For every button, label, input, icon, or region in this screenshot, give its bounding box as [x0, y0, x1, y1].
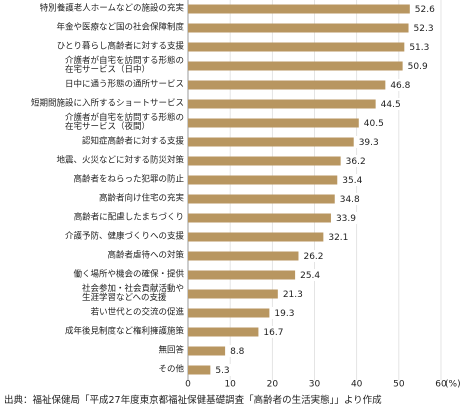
value-label: 35.4	[342, 176, 362, 186]
value-label: 39.3	[359, 138, 379, 148]
value-label-box	[410, 22, 435, 34]
value-label-box	[377, 98, 402, 110]
bar	[188, 42, 405, 52]
bar	[188, 175, 338, 185]
bar	[188, 251, 299, 261]
bar	[188, 80, 386, 90]
value-label: 26.2	[303, 252, 323, 262]
y-tick-label: 高齢者虐待への対策	[107, 250, 184, 261]
value-label: 52.3	[414, 24, 434, 34]
value-label: 46.8	[390, 81, 410, 91]
bar	[188, 4, 410, 14]
value-label: 33.9	[336, 214, 356, 224]
value-label: 25.4	[300, 271, 320, 281]
y-tick-label: 高齢者向け住宅の充実	[98, 193, 184, 204]
value-label-box	[212, 364, 237, 376]
x-tick-label: 10	[224, 380, 236, 390]
bar	[188, 213, 331, 223]
x-tick-label: 20	[267, 380, 279, 390]
value-label: 52.6	[415, 5, 435, 15]
y-tick-label: 若い世代との交流の促進	[90, 307, 184, 318]
value-label-box	[332, 212, 357, 224]
y-tick-label: 介護予防、健康づくりへの支援	[64, 231, 184, 242]
value-label-box	[355, 136, 380, 148]
bar	[188, 308, 270, 318]
x-tick-label: 0	[185, 380, 191, 390]
value-label: 36.2	[346, 157, 366, 167]
bar	[188, 118, 359, 128]
y-tick-label: 介護者が自宅を訪問する形態の 在宅サービス（夜間）	[64, 113, 184, 132]
value-label-box	[404, 60, 429, 72]
x-tick-label: 30	[309, 380, 321, 390]
value-label-box	[342, 155, 367, 167]
y-tick-label: 年金や医療など国の社会保障制度	[56, 22, 184, 33]
x-tick-label: 50	[393, 380, 405, 390]
y-tick-label: 介護者が自宅を訪問する形態の 在宅サービス（日中）	[64, 56, 184, 75]
x-tick-label: 40	[351, 380, 363, 390]
value-label: 8.8	[230, 347, 245, 357]
value-label: 19.3	[274, 309, 294, 319]
x-tick-label: 60	[435, 380, 447, 390]
bar	[188, 137, 354, 147]
bar	[188, 289, 278, 299]
value-label-box	[360, 117, 385, 129]
y-tick-label: 成年後見制度など権利擁護施策	[64, 326, 184, 337]
bar	[188, 61, 403, 71]
y-tick-label: 認知症高齢者に対する支援	[81, 136, 184, 147]
value-label-box	[260, 326, 285, 338]
y-tick-label: 働く場所や機会の確保・提供	[73, 269, 184, 280]
value-label: 34.8	[340, 195, 360, 205]
value-label: 32.1	[328, 233, 348, 243]
value-label-box	[227, 345, 252, 357]
source: 出典：福祉保健局「平成27年度東京都福祉保健基礎調査「高齢者の生活実態」」より作…	[4, 395, 382, 406]
y-tick-label: ひとり暮らし高齢者に対する支援	[56, 41, 184, 52]
bar	[188, 156, 341, 166]
bar	[188, 346, 226, 356]
bar	[188, 232, 324, 242]
value-label-box	[271, 307, 296, 319]
bar	[188, 99, 376, 109]
value-label: 21.3	[283, 290, 303, 300]
value-label-box	[387, 79, 412, 91]
y-tick-label: 無回答	[158, 345, 184, 356]
x-axis-label: (%)	[445, 380, 461, 390]
value-label: 16.7	[263, 328, 283, 338]
bar	[188, 365, 211, 375]
y-tick-label: その他	[158, 364, 184, 375]
value-label-box	[297, 269, 322, 281]
y-tick-label: 高齢者に配慮したまちづくり	[73, 212, 184, 223]
y-tick-label: 社会参加・社会貢献活動や 生涯学習などへの支援	[81, 284, 184, 303]
value-label-box	[279, 288, 304, 300]
bar	[188, 327, 259, 337]
value-label-box	[300, 250, 325, 262]
value-label: 40.5	[364, 119, 384, 129]
value-label: 5.3	[215, 366, 229, 376]
value-label: 44.5	[381, 100, 401, 110]
value-label-box	[325, 231, 350, 243]
value-label-box	[336, 193, 361, 205]
y-tick-label: 特別養護老人ホームなどの施設の充実	[39, 3, 184, 14]
value-label-box	[411, 3, 436, 15]
y-tick-label: 地震、火災などに対する防災対策	[56, 155, 184, 166]
value-label-box	[406, 41, 431, 53]
bar	[188, 270, 296, 280]
value-label-box	[339, 174, 364, 186]
bar	[188, 23, 409, 33]
value-label: 50.9	[408, 62, 428, 72]
y-tick-label: 短期間施設に入所するショートサービス	[30, 98, 184, 109]
y-tick-label: 高齢者をねらった犯罪の防止	[73, 174, 184, 185]
bar	[188, 194, 335, 204]
value-label: 51.3	[409, 43, 429, 53]
y-tick-label: 日中に通う形態の通所サービス	[64, 79, 184, 90]
